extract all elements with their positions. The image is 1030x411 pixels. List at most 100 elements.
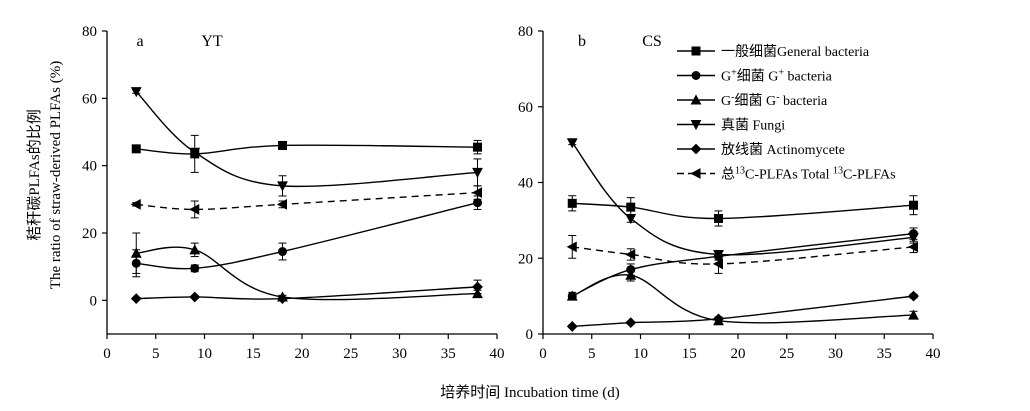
x-tick-label: 0 (103, 346, 111, 362)
legend-item-circle: G+细菌 G+ bacteria (677, 67, 833, 85)
series-line (572, 246, 914, 265)
data-point-diamond (713, 313, 724, 325)
legend-item-triangle-up: G-细菌 G- bacteria (677, 92, 828, 110)
series-line (572, 202, 914, 220)
data-point-triangle-left (276, 198, 287, 210)
legend-item-diamond: 放线菌 Actinomycete (677, 142, 845, 158)
data-point-triangle-up (130, 247, 142, 258)
legend-item-square: 一般细菌General bacteria (677, 44, 870, 60)
data-point-triangle-up (189, 244, 201, 255)
data-point-triangle-left (189, 204, 200, 215)
series-line (572, 295, 914, 328)
data-point-diamond (472, 281, 483, 293)
data-point-circle (278, 247, 287, 257)
y-tick-label: 20 (82, 226, 97, 242)
data-point-diamond (625, 317, 637, 329)
x-tick-label: 0 (539, 346, 547, 362)
y-tick-label: 40 (82, 159, 97, 175)
data-point-square (278, 140, 287, 150)
data-point-triangle-down (566, 138, 578, 149)
data-point-triangle-down (472, 167, 483, 179)
y-tick-label: 0 (90, 293, 98, 309)
data-point-triangle-down (908, 232, 919, 244)
legend-item-triangle-left: 总13C-PLFAs Total 13C-PLFAs (677, 165, 896, 183)
series-diamond (566, 290, 919, 332)
y-tick-label: 0 (526, 327, 534, 343)
panel-site-label: CS (642, 33, 662, 50)
series-line (135, 91, 478, 188)
data-point-diamond (189, 291, 201, 303)
data-point-diamond (566, 321, 578, 332)
legend-label: G-细菌 G- bacteria (721, 92, 828, 110)
x-tick-label: 35 (441, 346, 456, 362)
data-point-triangle-left (130, 198, 141, 210)
data-point-triangle-up (625, 269, 637, 280)
data-point-square (714, 213, 723, 223)
data-point-triangle-down (189, 147, 201, 158)
x-tick-label: 30 (828, 346, 843, 362)
y-tick-label: 40 (518, 176, 533, 192)
series-square (567, 195, 918, 227)
x-tick-label: 35 (877, 346, 892, 362)
panel-site-label: YT (201, 33, 223, 50)
x-tick-label: 15 (246, 346, 261, 362)
series-line (136, 202, 478, 270)
legend-label: 总13C-PLFAs Total 13C-PLFAs (721, 165, 896, 183)
data-point-triangle-left (712, 258, 723, 270)
y-tick-label: 20 (518, 251, 533, 267)
data-point-triangle-left (566, 241, 577, 253)
data-point-square (473, 142, 482, 152)
series-line (136, 286, 478, 300)
legend-marker-diamond (690, 143, 702, 155)
x-axis-label: 培养时间 Incubation time (d) (440, 384, 620, 401)
y-tick-label: 80 (518, 24, 533, 40)
panel-a: 0 5 10 15 20 25 30 35 40 0 20 40 60 80 a YT (82, 24, 505, 362)
legend: 一般细菌General bacteria G+细菌 G+ bacteria G-细菌… (677, 44, 896, 183)
series-square (131, 134, 482, 173)
x-tick-label: 40 (490, 346, 505, 362)
legend-label: G+细菌 G+ bacteria (721, 67, 833, 85)
data-point-triangle-down (625, 213, 637, 225)
x-tick-label: 5 (152, 346, 160, 362)
data-point-triangle-up (908, 309, 919, 320)
y-tick-label: 60 (518, 100, 533, 116)
data-point-circle (190, 263, 200, 273)
series-diamond (130, 279, 483, 305)
legend-label: 放线菌 Actinomycete (721, 142, 845, 158)
data-point-square (567, 198, 577, 208)
legend-label: 一般细菌General bacteria (721, 44, 870, 60)
x-tick-label: 20 (295, 346, 310, 362)
series-circle (567, 227, 918, 301)
y-tick-label: 80 (82, 24, 97, 40)
legend-marker-circle (691, 71, 701, 80)
legend-marker-triangle-left (690, 168, 701, 179)
data-point-circle (473, 198, 482, 208)
data-point-triangle-down (130, 87, 142, 98)
x-tick-label: 5 (588, 346, 596, 362)
legend-label: 真菌 Fungi (721, 118, 785, 134)
series-triangle-up (130, 232, 483, 302)
panel-letter: b (578, 33, 586, 50)
series-line (571, 142, 914, 256)
x-tick-label: 25 (779, 346, 794, 362)
series-triangle-down (566, 138, 919, 261)
series-circle (131, 195, 482, 278)
data-point-triangle-left (907, 241, 918, 253)
y-tick-label: 60 (82, 91, 97, 107)
x-tick-label: 15 (682, 346, 697, 362)
series-triangle-left (130, 185, 482, 219)
data-point-diamond (277, 293, 288, 305)
data-point-square (131, 144, 141, 154)
data-point-square (626, 202, 636, 212)
series-line (136, 144, 478, 155)
data-point-diamond (908, 290, 919, 302)
x-tick-label: 20 (731, 346, 746, 362)
panel-b: 0 5 10 15 20 25 30 35 40 0 20 40 60 80 b CS (518, 24, 941, 362)
data-point-square (909, 200, 918, 210)
x-tick-label: 10 (197, 346, 212, 362)
series-line (136, 246, 478, 301)
series-line (571, 274, 914, 324)
legend-marker-triangle-down (690, 120, 702, 131)
legend-marker-triangle-up (690, 94, 702, 105)
